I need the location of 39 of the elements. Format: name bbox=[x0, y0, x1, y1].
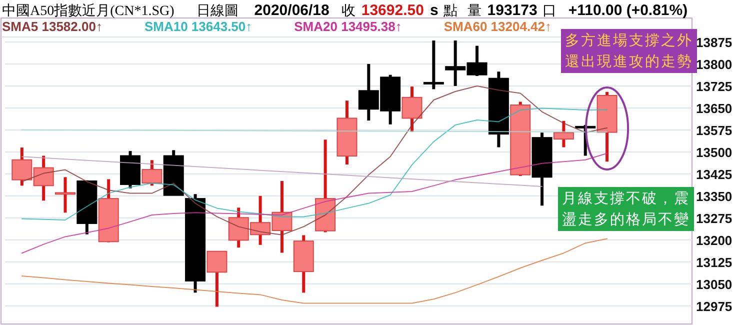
y-tick-label: 13125 bbox=[696, 254, 732, 270]
text: 2020/06/18 bbox=[254, 2, 330, 19]
text: SMA20 13495.38↑ bbox=[294, 19, 402, 34]
annotation: 還出現進攻的走勢 bbox=[565, 53, 693, 70]
text: +110.00 (+0.81%) bbox=[568, 2, 688, 19]
text: 量 bbox=[467, 4, 482, 19]
annotation: 多方進場支撐之外 bbox=[565, 32, 693, 49]
text: 193173 bbox=[487, 2, 538, 19]
y-tick-label: 12975 bbox=[696, 298, 732, 314]
text: SMA10 13643.50↑ bbox=[144, 19, 252, 34]
y-tick-label: 13575 bbox=[696, 122, 732, 138]
text: s bbox=[430, 2, 438, 19]
text: 點 bbox=[442, 3, 458, 19]
candlestick bbox=[54, 177, 76, 213]
chart-title: 中國A50指數近月(CN*1.SG) bbox=[2, 3, 175, 19]
text: SMA5 13582.00↑ bbox=[2, 19, 102, 34]
y-tick-label: 13875 bbox=[696, 34, 732, 50]
y-tick-label: 13200 bbox=[696, 232, 732, 248]
y-tick-label: 13725 bbox=[696, 78, 732, 94]
text: 日線圖 bbox=[196, 3, 238, 19]
candlestick bbox=[402, 86, 422, 132]
y-tick-label: 13500 bbox=[696, 144, 732, 160]
candlestick bbox=[142, 160, 162, 186]
text: 口 bbox=[542, 4, 556, 19]
y-tick-label: 13800 bbox=[696, 56, 732, 72]
candlestick bbox=[206, 250, 228, 307]
y-tick-label: 13650 bbox=[696, 100, 732, 116]
text: 13692.50 bbox=[361, 2, 424, 19]
text: 收 bbox=[341, 3, 356, 19]
candlestick bbox=[423, 40, 444, 90]
candlestick bbox=[553, 120, 574, 148]
y-tick-label: 13350 bbox=[696, 188, 732, 204]
line-series bbox=[21, 238, 608, 304]
annotation: 盪走多的格局不變 bbox=[562, 211, 690, 228]
y-tick-label: 13050 bbox=[696, 276, 732, 292]
y-tick-label: 13275 bbox=[696, 210, 732, 226]
y-tick-label: 13425 bbox=[696, 166, 732, 182]
annotation: 月線支撐不破，震 bbox=[562, 190, 690, 207]
text: SMA60 13204.42↑ bbox=[444, 19, 552, 34]
